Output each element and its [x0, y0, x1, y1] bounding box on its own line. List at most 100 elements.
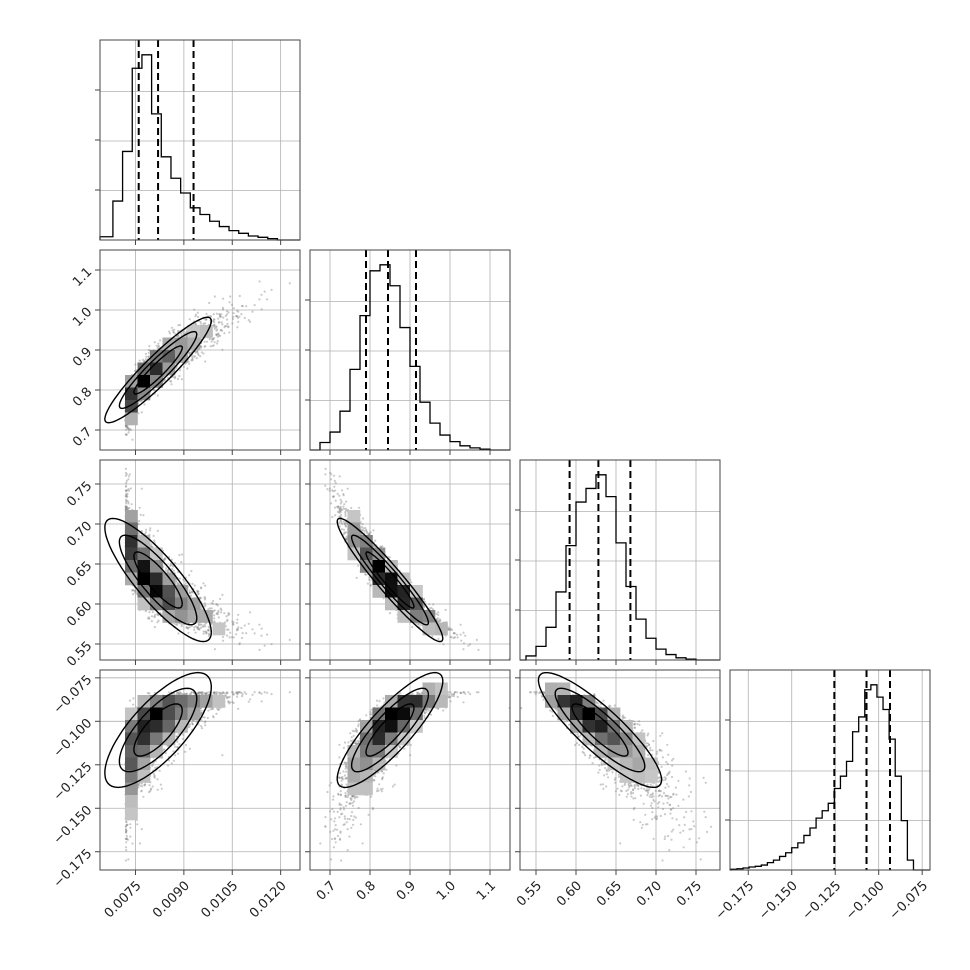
- sample-point: [218, 321, 221, 324]
- sample-point: [127, 427, 130, 430]
- sample-point: [203, 340, 206, 343]
- sample-point: [201, 625, 204, 628]
- sample-point: [189, 351, 192, 354]
- sample-point: [232, 307, 235, 310]
- sample-point: [150, 543, 153, 546]
- sample-point: [224, 314, 227, 317]
- sample-point: [194, 323, 197, 326]
- sample-point: [199, 320, 202, 323]
- sample-point: [124, 495, 128, 498]
- sample-point: [125, 433, 128, 436]
- sample-point: [165, 567, 168, 570]
- sample-point: [216, 328, 219, 331]
- sample-point: [215, 603, 218, 606]
- sample-point: [219, 607, 222, 610]
- sample-point: [191, 357, 194, 360]
- sample-point: [130, 589, 134, 592]
- sample-point: [178, 323, 182, 327]
- density-cell: [125, 412, 138, 426]
- sample-point: [182, 578, 185, 581]
- sample-point: [226, 322, 229, 326]
- sample-point: [194, 315, 197, 318]
- grid-lines: [100, 40, 300, 240]
- sample-point: [197, 354, 200, 357]
- sample-point: [147, 348, 151, 351]
- sample-point: [177, 324, 180, 327]
- sample-point: [186, 626, 189, 630]
- sample-point: [215, 603, 218, 606]
- sample-point: [203, 596, 206, 599]
- sample-point: [216, 340, 219, 343]
- sample-point: [226, 618, 229, 622]
- sample-point: [174, 623, 177, 626]
- sample-point: [128, 427, 131, 430]
- sample-point: [124, 425, 128, 428]
- sample-point: [204, 345, 207, 348]
- sample-point: [190, 569, 193, 573]
- sample-point: [219, 314, 222, 318]
- sample-point: [213, 614, 216, 617]
- contour-line: [133, 345, 184, 395]
- sample-point: [240, 636, 244, 640]
- sample-point: [162, 374, 165, 377]
- sample-point: [133, 589, 137, 593]
- sample-point: [210, 340, 213, 343]
- sample-point: [222, 297, 225, 300]
- sample-point: [217, 609, 220, 612]
- sample-point: [232, 623, 235, 626]
- sample-point: [251, 628, 254, 631]
- sample-point: [148, 345, 151, 348]
- sample-point: [205, 317, 208, 321]
- density-cell: [162, 337, 176, 351]
- sample-point: [212, 338, 215, 341]
- sample-point: [173, 328, 176, 331]
- sample-point: [202, 322, 205, 325]
- sample-point: [124, 506, 128, 510]
- sample-point: [188, 352, 191, 355]
- sample-point: [229, 295, 232, 298]
- sample-point: [194, 322, 197, 325]
- sample-point: [125, 485, 128, 488]
- sample-point: [224, 325, 227, 328]
- sample-point: [124, 484, 128, 487]
- sample-point: [197, 352, 200, 355]
- sample-point: [236, 628, 239, 631]
- sample-point: [203, 605, 206, 608]
- contour-line: [104, 316, 213, 424]
- sample-point: [138, 506, 141, 509]
- sample-point: [126, 426, 129, 429]
- sample-point: [202, 352, 205, 355]
- sample-point: [213, 341, 216, 344]
- sample-point: [125, 490, 128, 493]
- sample-point: [126, 508, 130, 511]
- sample-point: [212, 319, 215, 323]
- sample-point: [180, 625, 183, 628]
- sample-point: [179, 332, 182, 335]
- scatter-panel-2-0: [95, 459, 301, 665]
- sample-point: [221, 308, 225, 311]
- sample-point: [215, 333, 218, 336]
- sample-point: [205, 318, 208, 321]
- sample-point: [144, 610, 147, 613]
- sample-point: [243, 316, 246, 320]
- sample-point: [204, 360, 207, 363]
- sample-point: [188, 318, 191, 321]
- sample-point: [212, 324, 215, 327]
- sample-point: [227, 325, 230, 328]
- sample-point: [207, 629, 210, 632]
- sample-point: [222, 316, 225, 319]
- sample-point: [229, 631, 232, 634]
- sample-point: [221, 323, 224, 326]
- sample-point: [231, 322, 234, 325]
- sample-point: [193, 626, 196, 629]
- sample-point: [177, 632, 180, 635]
- sample-point: [217, 334, 220, 337]
- sample-point: [213, 648, 216, 651]
- sample-point: [157, 345, 160, 348]
- sample-point: [124, 474, 127, 477]
- sample-point: [147, 355, 150, 358]
- sample-point: [213, 617, 216, 620]
- sample-point: [213, 321, 216, 324]
- sample-point: [129, 428, 132, 432]
- sample-point: [171, 329, 174, 332]
